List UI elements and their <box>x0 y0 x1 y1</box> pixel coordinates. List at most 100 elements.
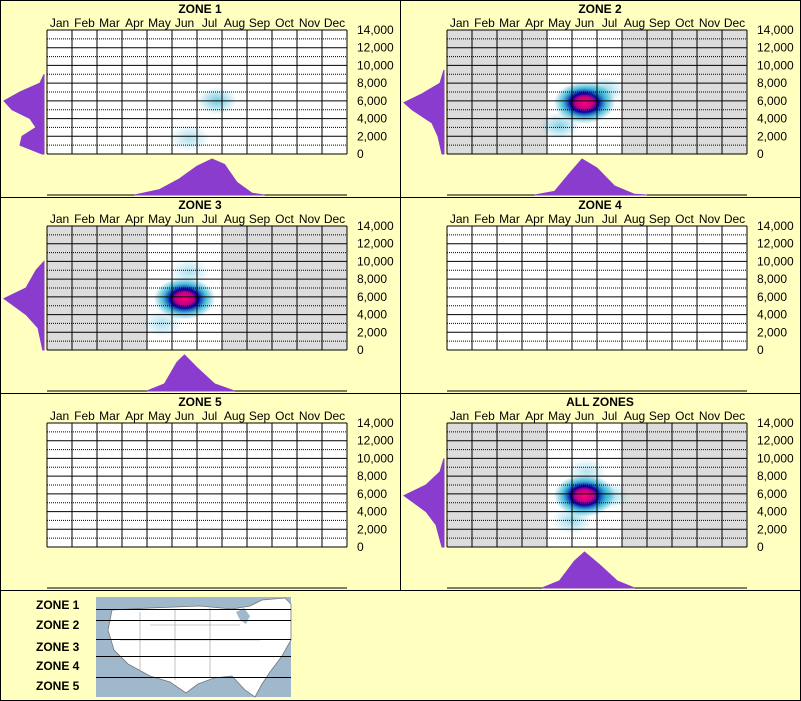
inactive-month-band <box>522 423 547 547</box>
month-tick-label: Oct <box>275 409 294 423</box>
inactive-month-band <box>522 30 547 154</box>
inactive-month-band <box>622 30 647 154</box>
y-tick-label: 10,000 <box>357 58 394 72</box>
y-tick-label: 8,000 <box>357 76 387 90</box>
y-tick-label: 8,000 <box>757 76 787 90</box>
month-tick-label: Jan <box>450 409 469 423</box>
month-tick-label: Dec <box>324 16 345 30</box>
inactive-month-band <box>722 423 747 547</box>
y-tick-label: 2,000 <box>757 522 787 536</box>
y-tick-label: 6,000 <box>357 290 387 304</box>
panel-title: ZONE 5 <box>178 395 222 409</box>
y-tick-label: 14,000 <box>357 219 394 233</box>
inactive-month-band <box>472 30 497 154</box>
y-tick-label: 14,000 <box>357 23 394 37</box>
month-tick-label: Oct <box>275 212 294 226</box>
legend-zone-1-label: ZONE 1 <box>36 598 80 612</box>
month-tick-label: Jan <box>450 212 469 226</box>
month-tick-label: Mar <box>99 409 120 423</box>
chart-panel-5: ZONE 5 Jan Feb Mar Apr May Jun Jul Aug Sep Oct Nov D… <box>46 395 394 589</box>
month-tick-label: Jul <box>602 212 617 226</box>
heat-hotspot <box>567 458 607 486</box>
month-tick-label: Aug <box>624 16 645 30</box>
month-tick-label: Dec <box>724 212 745 226</box>
y-tick-label: 12,000 <box>757 41 794 55</box>
y-tick-label: 0 <box>357 343 364 357</box>
month-tick-label: Jun <box>175 212 194 226</box>
month-tick-label: Feb <box>74 212 95 226</box>
heat-hotspot <box>584 76 625 104</box>
month-tick-label: Apr <box>125 212 144 226</box>
y-tick-label: 2,000 <box>357 129 387 143</box>
legend-zone-3-label: ZONE 3 <box>36 640 80 654</box>
y-tick-label: 4,000 <box>757 308 787 322</box>
month-tick-label: May <box>148 16 171 30</box>
month-tick-label: Aug <box>224 16 245 30</box>
y-tick-label: 14,000 <box>757 219 794 233</box>
month-tick-label: May <box>148 212 171 226</box>
y-tick-label: 0 <box>357 540 364 554</box>
y-tick-label: 8,000 <box>357 272 387 286</box>
y-tick-label: 4,000 <box>357 505 387 519</box>
month-tick-label: Jun <box>575 212 594 226</box>
chart-panel-3: ZONE 3 Jan Feb Mar Apr May Jun Jul Aug Sep Oct Nov D… <box>3 198 394 392</box>
month-profile <box>146 354 235 392</box>
month-tick-label: Aug <box>224 212 245 226</box>
month-tick-label: Sep <box>649 16 671 30</box>
month-tick-label: Jan <box>50 409 69 423</box>
month-tick-label: Feb <box>474 409 495 423</box>
month-tick-label: Jan <box>450 16 469 30</box>
elevation-profile <box>403 458 445 548</box>
month-tick-label: May <box>548 16 571 30</box>
inactive-month-band <box>622 423 647 547</box>
panel-title: ZONE 1 <box>178 2 222 16</box>
month-tick-label: Mar <box>499 409 520 423</box>
month-profile <box>134 158 265 196</box>
month-tick-label: Feb <box>474 16 495 30</box>
month-tick-label: Oct <box>275 16 294 30</box>
y-tick-label: 14,000 <box>357 416 394 430</box>
month-tick-label: Nov <box>699 16 720 30</box>
panel-title: ZONE 4 <box>578 198 622 212</box>
y-tick-label: 12,000 <box>357 434 394 448</box>
month-tick-label: Jul <box>202 16 217 30</box>
y-tick-label: 10,000 <box>757 58 794 72</box>
month-tick-label: Apr <box>525 16 544 30</box>
inactive-month-band <box>122 226 147 350</box>
elevation-profile <box>403 69 445 155</box>
panel-title: ZONE 3 <box>178 198 222 212</box>
y-tick-label: 0 <box>357 147 364 161</box>
y-tick-label: 6,000 <box>757 487 787 501</box>
y-tick-label: 2,000 <box>357 325 387 339</box>
month-tick-label: May <box>548 212 571 226</box>
heat-hotspot <box>589 482 630 510</box>
y-tick-label: 10,000 <box>357 254 394 268</box>
y-tick-label: 4,000 <box>357 308 387 322</box>
y-tick-label: 2,000 <box>357 522 387 536</box>
y-tick-label: 4,000 <box>357 112 387 126</box>
month-tick-label: Aug <box>624 212 645 226</box>
legend-zone-4-label: ZONE 4 <box>36 659 80 673</box>
y-tick-label: 8,000 <box>757 469 787 483</box>
inactive-month-band <box>672 30 697 154</box>
month-tick-label: Sep <box>649 409 671 423</box>
month-tick-label: Oct <box>675 409 694 423</box>
elevation-profile <box>3 260 45 351</box>
inactive-month-band <box>472 423 497 547</box>
map-state-lines <box>120 608 260 680</box>
heat-hotspot <box>169 124 210 152</box>
inactive-month-band <box>72 226 97 350</box>
month-tick-label: Sep <box>649 212 671 226</box>
month-tick-label: Feb <box>74 409 95 423</box>
month-tick-label: Oct <box>675 16 694 30</box>
month-tick-label: May <box>548 409 571 423</box>
month-tick-label: Apr <box>125 409 144 423</box>
month-tick-label: Dec <box>724 409 745 423</box>
elevation-profile <box>3 74 45 155</box>
chart-panel-2: ZONE 2 Jan Feb Mar Apr May Jun Jul Aug Sep Oct Nov D… <box>403 2 794 196</box>
month-tick-label: Mar <box>99 212 120 226</box>
y-tick-label: 2,000 <box>757 325 787 339</box>
month-tick-label: Dec <box>724 16 745 30</box>
y-tick-label: 4,000 <box>757 505 787 519</box>
